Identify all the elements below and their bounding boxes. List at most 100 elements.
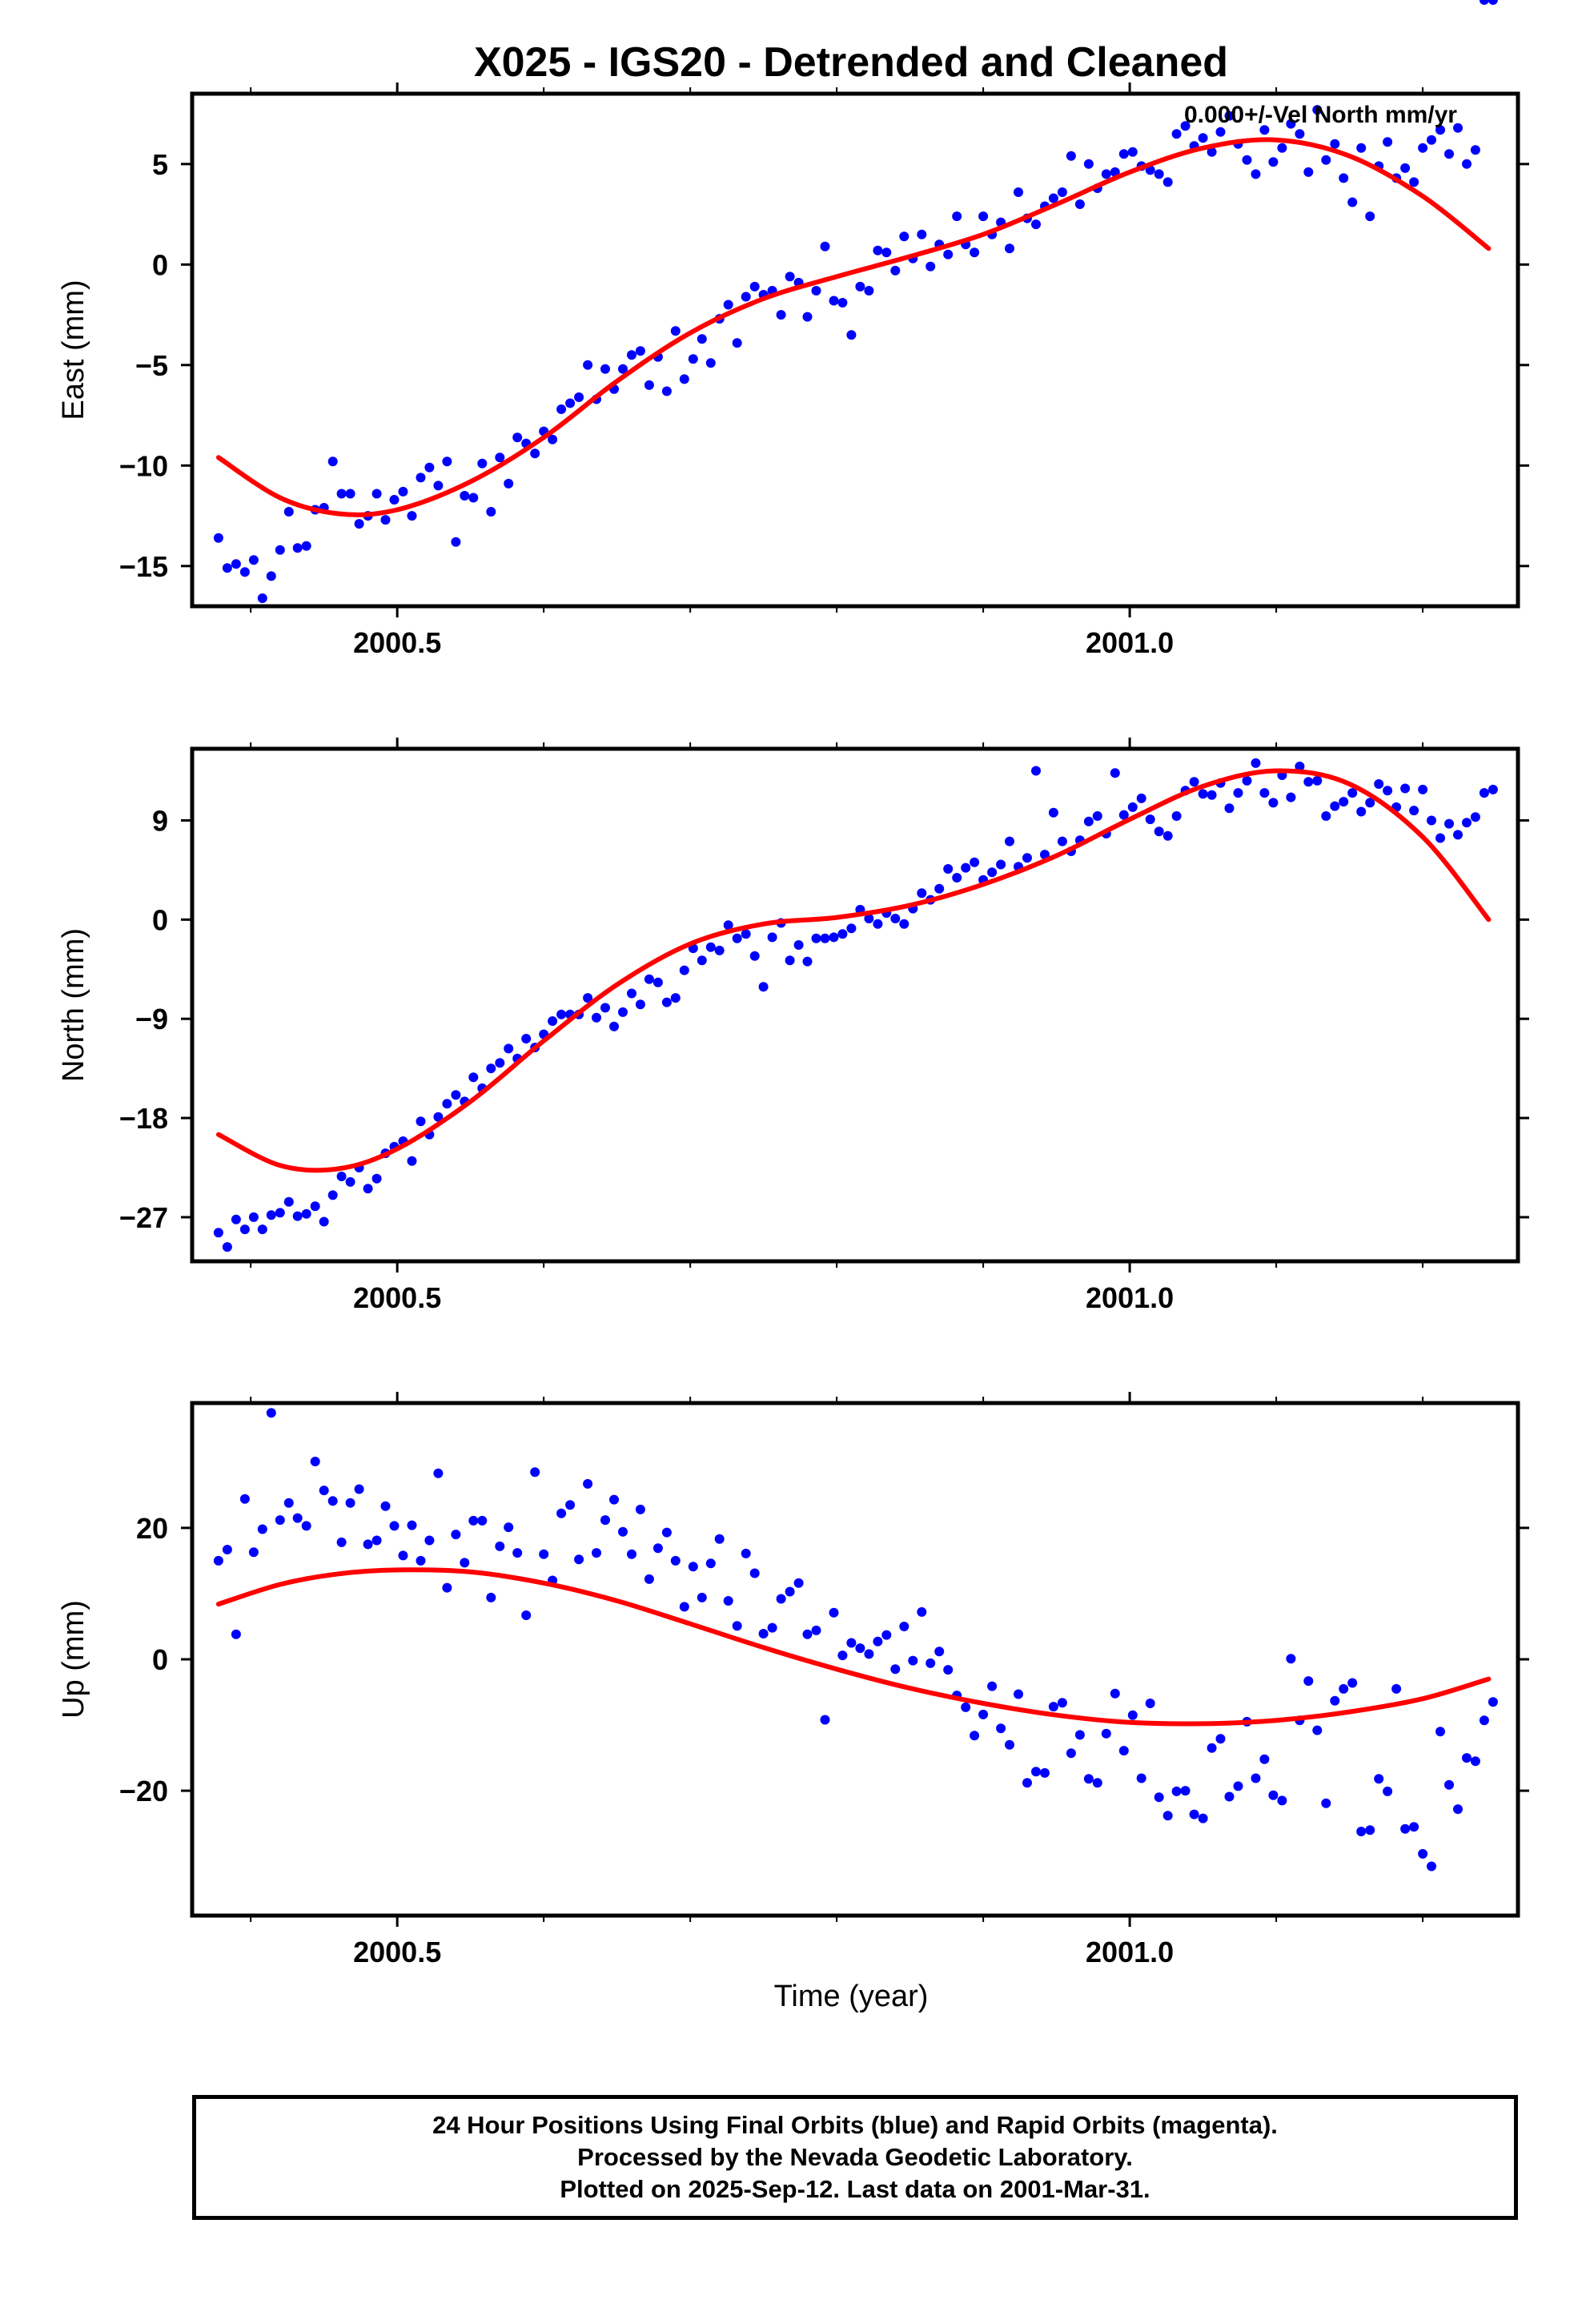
up-data-point xyxy=(943,1665,954,1675)
up-data-point xyxy=(1277,1795,1287,1806)
north-data-point xyxy=(661,997,672,1007)
east-data-point xyxy=(1444,149,1454,159)
up-data-point xyxy=(495,1541,505,1551)
north-data-point xyxy=(1356,806,1367,817)
north-data-point xyxy=(697,955,707,966)
north-data-point xyxy=(652,977,663,987)
y-tick-label: −5 xyxy=(135,349,168,382)
up-data-point xyxy=(1444,1779,1454,1790)
up-data-point xyxy=(908,1655,918,1666)
up-data-point xyxy=(530,1467,540,1478)
north-data-point xyxy=(943,864,954,874)
up-y-axis-label: Up (mm) xyxy=(57,1600,90,1719)
east-data-point xyxy=(899,231,909,242)
east-data-point xyxy=(257,593,267,603)
up-data-point xyxy=(802,1629,813,1639)
east-data-point xyxy=(837,298,848,308)
north-data-point xyxy=(1127,802,1138,812)
north-data-point xyxy=(1470,812,1480,822)
east-data-point xyxy=(275,545,285,555)
up-data-point xyxy=(600,1515,610,1526)
north-data-point xyxy=(319,1216,329,1227)
up-data-point xyxy=(565,1500,576,1510)
north-data-point xyxy=(679,965,689,975)
up-data-point xyxy=(1488,1697,1498,1707)
north-data-point xyxy=(618,1007,628,1017)
east-data-point xyxy=(679,374,689,384)
north-data-point xyxy=(1409,806,1419,816)
north-data-point xyxy=(1154,826,1164,837)
y-tick-label: 5 xyxy=(152,148,168,181)
east-data-point xyxy=(327,456,338,467)
east-data-point xyxy=(424,462,435,472)
up-data-point xyxy=(697,1592,707,1602)
north-data-point xyxy=(1048,807,1058,818)
east-y-axis-label: East (mm) xyxy=(57,279,90,420)
east-data-point xyxy=(723,300,733,310)
north-data-point xyxy=(275,1208,285,1218)
east-data-point xyxy=(864,286,874,296)
east-data-point xyxy=(530,448,540,459)
east-fit-curve xyxy=(215,137,1492,517)
x-axis-label: Time (year) xyxy=(774,1980,929,2013)
up-points xyxy=(213,1408,1498,1872)
north-data-point xyxy=(864,914,874,923)
x-tick-label: 2000.5 xyxy=(353,626,441,659)
north-data-point xyxy=(1321,811,1331,821)
up-data-point xyxy=(890,1664,901,1675)
east-data-point xyxy=(697,334,707,344)
up-data-point xyxy=(416,1555,426,1566)
east-data-point xyxy=(1101,169,1111,179)
up-data-point xyxy=(1356,1827,1367,1836)
panel-east: 2000.5 2001.0 −15 −10 −5 0 5 East (mm) xyxy=(57,0,1529,659)
north-data-point xyxy=(644,974,654,984)
chart-title: X025 - IGS20 - Detrended and Cleaned xyxy=(474,39,1228,86)
up-data-point xyxy=(1479,1715,1489,1726)
up-data-point xyxy=(1409,1822,1419,1832)
north-data-point xyxy=(248,1212,259,1222)
east-data-point xyxy=(398,486,408,497)
east-data-point xyxy=(1453,123,1463,133)
east-data-point xyxy=(1127,147,1138,157)
east-data-point xyxy=(213,533,223,543)
north-data-point xyxy=(714,945,725,955)
east-data-point xyxy=(1312,105,1323,115)
east-data-point xyxy=(1259,125,1270,135)
north-data-point xyxy=(521,1034,532,1043)
up-data-point xyxy=(1162,1811,1173,1821)
east-data-point xyxy=(512,432,523,443)
up-data-point xyxy=(1014,1689,1023,1699)
up-data-point xyxy=(1268,1790,1279,1800)
up-data-point xyxy=(1303,1676,1314,1687)
east-points xyxy=(213,0,1498,603)
caption-line-1: 24 Hour Positions Using Final Orbits (bl… xyxy=(432,2111,1278,2139)
north-data-point xyxy=(802,956,813,967)
north-data-point xyxy=(556,1009,567,1019)
up-data-point xyxy=(758,1629,769,1638)
east-data-point xyxy=(600,364,610,374)
east-data-point xyxy=(732,338,742,348)
up-data-point xyxy=(705,1558,716,1569)
east-data-point xyxy=(1409,177,1419,187)
up-data-point xyxy=(934,1647,945,1657)
east-data-point xyxy=(583,360,593,370)
east-data-point xyxy=(1418,143,1428,153)
y-tick-label: −15 xyxy=(119,550,168,583)
up-data-point xyxy=(451,1530,461,1540)
north-data-point xyxy=(837,929,848,939)
east-data-point xyxy=(1435,125,1445,135)
north-data-point xyxy=(371,1173,382,1184)
north-data-point xyxy=(1259,788,1270,798)
east-data-point xyxy=(776,310,786,320)
up-data-point xyxy=(1171,1786,1182,1796)
caption-line-3: Plotted on 2025-Sep-12. Last data on 200… xyxy=(560,2175,1150,2203)
up-data-point xyxy=(1233,1781,1243,1791)
north-data-point xyxy=(1145,814,1155,825)
north-data-point xyxy=(749,951,760,961)
east-data-point xyxy=(548,434,558,444)
north-data-point xyxy=(627,988,636,999)
east-data-point xyxy=(881,247,892,258)
y-tick-label: 20 xyxy=(136,1512,168,1545)
north-data-point xyxy=(327,1190,338,1200)
